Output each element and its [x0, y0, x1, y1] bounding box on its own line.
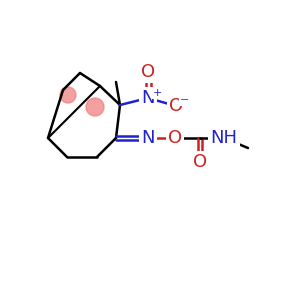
Text: O: O [141, 63, 155, 81]
Circle shape [60, 87, 76, 103]
Circle shape [86, 98, 104, 116]
Text: N: N [141, 129, 155, 147]
Text: O: O [193, 153, 207, 171]
Text: O: O [169, 97, 183, 115]
Text: +: + [152, 88, 162, 98]
Text: −: − [180, 95, 190, 105]
Text: O: O [168, 129, 182, 147]
Text: NH: NH [211, 129, 238, 147]
Text: N: N [141, 89, 155, 107]
